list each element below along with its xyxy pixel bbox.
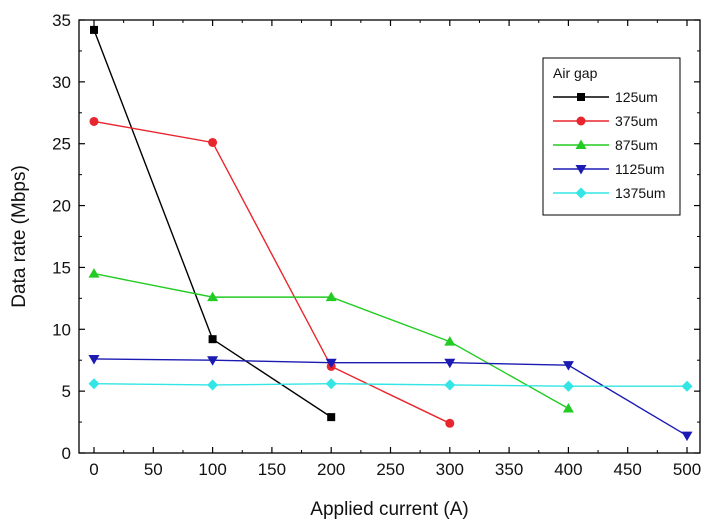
y-tick-label: 0	[62, 444, 71, 463]
legend-box	[542, 57, 681, 216]
data-point-875um	[88, 268, 100, 278]
data-point-1125um	[681, 431, 693, 442]
series-line-1375um	[93, 383, 687, 387]
y-tick-label: 30	[52, 73, 71, 92]
legend-label-1375um: 1375um	[615, 185, 666, 201]
data-point-125um	[90, 25, 98, 34]
legend-marker-125um	[577, 93, 585, 101]
series-875um	[88, 268, 574, 413]
x-tick-label: 50	[144, 460, 163, 479]
data-point-1125um	[325, 358, 337, 369]
series-125um	[90, 25, 336, 422]
legend-title: Air gap	[553, 65, 598, 81]
y-tick-label: 15	[52, 258, 71, 277]
series-layer	[88, 25, 693, 442]
x-tick-label: 450	[614, 460, 642, 479]
series-line-375um	[93, 120, 451, 424]
data-point-1125um	[207, 356, 219, 366]
x-tick-label: 150	[258, 460, 286, 479]
series-375um	[89, 116, 455, 428]
x-tick-label: 0	[89, 460, 98, 479]
x-tick-label: 300	[436, 460, 464, 479]
legend-label-375um: 375um	[615, 113, 658, 129]
x-tick-label: 400	[554, 460, 582, 479]
legend-marker-1125um	[575, 165, 587, 175]
data-point-1375um	[207, 379, 219, 391]
legend-label-125um: 125um	[615, 89, 658, 105]
y-tick-label: 10	[52, 320, 71, 339]
y-axis-title: Data rate (Mbps)	[9, 165, 30, 308]
axes: 0 50 100 150 200 250 300 350 400 450 500 0 5 10 15 20 25…	[52, 11, 701, 479]
series-1375um	[88, 378, 693, 392]
legend-marker-375um	[576, 116, 586, 126]
data-point-1375um	[325, 378, 337, 390]
legend-marker-875um	[575, 139, 587, 149]
x-tick-label: 100	[198, 460, 226, 479]
data-point-1375um	[444, 379, 456, 391]
x-tick-label: 500	[673, 460, 701, 479]
series-line-1125um	[93, 358, 688, 437]
legend-marker-1375um	[575, 187, 587, 199]
data-point-1375um	[88, 378, 100, 390]
data-point-125um	[208, 335, 217, 344]
series-1125um	[88, 354, 693, 442]
data-point-375um	[89, 116, 99, 126]
data-point-375um	[445, 418, 455, 428]
data-point-1125um	[562, 361, 574, 371]
data-point-1125um	[444, 358, 456, 369]
y-tick-label: 35	[52, 11, 71, 30]
data-point-875um	[325, 291, 337, 302]
x-tick-label: 350	[495, 460, 523, 479]
data-point-375um	[208, 137, 218, 147]
x-tick-label: 250	[376, 460, 404, 479]
y-tick-label: 20	[52, 197, 71, 216]
data-point-875um	[207, 291, 219, 302]
data-point-1375um	[562, 380, 574, 392]
data-point-125um	[327, 413, 336, 422]
data-point-875um	[444, 336, 456, 346]
data-point-1125um	[88, 354, 100, 365]
x-axis-title: Applied current (A)	[310, 499, 468, 520]
y-tick-label: 25	[52, 135, 71, 154]
legend-label-875um: 875um	[615, 137, 658, 153]
y-tick-label: 5	[62, 382, 71, 401]
legend: Air gap 125um 375um 875um 1125um 1375um	[542, 57, 681, 216]
x-tick-label: 200	[317, 460, 345, 479]
data-point-875um	[562, 402, 574, 413]
legend-label-1125um: 1125um	[615, 161, 665, 177]
data-point-1375um	[681, 380, 693, 392]
